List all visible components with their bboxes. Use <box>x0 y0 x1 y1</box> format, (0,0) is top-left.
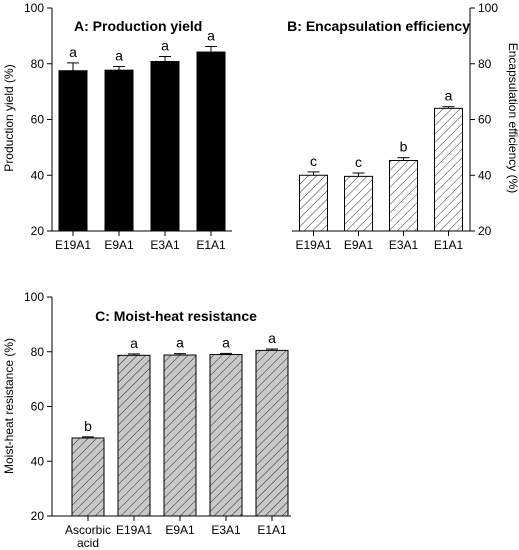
y-tick-label: 60 <box>478 113 492 127</box>
panel-title: B: Encapsulation efficiency <box>287 18 470 34</box>
significance-letter: c <box>310 153 317 169</box>
x-tick-label: E3A1 <box>211 523 241 537</box>
bar <box>150 61 180 232</box>
x-tick-label: E19A1 <box>55 238 91 252</box>
significance-letter: a <box>115 48 123 64</box>
y-axis-title: Production yield (%) <box>2 64 16 171</box>
significance-letter: c <box>355 154 362 170</box>
y-tick-label: 40 <box>478 168 492 182</box>
x-tick-label: E19A1 <box>116 523 152 537</box>
y-tick-label: 40 <box>31 454 45 468</box>
panel-title: A: Production yield <box>74 18 202 34</box>
panel-moist-heat-resistance: C: Moist-heat resistance Moist-heat resi… <box>2 290 291 550</box>
y-tick-label: 20 <box>31 509 45 523</box>
y-tick-label: 60 <box>31 400 45 414</box>
bar <box>255 349 289 517</box>
bar <box>71 437 105 517</box>
x-tick-label: E3A1 <box>150 238 180 252</box>
y-tick-label: 20 <box>478 224 492 238</box>
significance-letter: b <box>84 418 92 434</box>
significance-letter: a <box>161 38 169 54</box>
bar <box>389 159 418 232</box>
x-tick-label: Ascorbic acid <box>65 523 111 550</box>
y-tick-label: 80 <box>31 345 45 359</box>
bar <box>104 69 134 232</box>
bar <box>117 354 151 517</box>
significance-letter: a <box>69 44 77 60</box>
y-tick-label: 100 <box>24 290 44 304</box>
bar <box>299 174 328 232</box>
significance-letter: a <box>445 88 453 104</box>
x-tick-label: E1A1 <box>434 238 464 252</box>
y-axis-title: Moist-heat resistance (%) <box>2 338 16 474</box>
x-tick-label: E3A1 <box>389 238 419 252</box>
y-axis-title: Encapsulation efficiency (%) <box>506 43 519 194</box>
panel-title: C: Moist-heat resistance <box>95 308 257 324</box>
bar <box>163 354 197 517</box>
significance-letter: b <box>400 139 408 155</box>
panel-production-yield: A: Production yield Production yield (%)… <box>2 1 232 252</box>
bar <box>434 107 463 232</box>
significance-letter: a <box>268 330 276 346</box>
y-tick-label: 100 <box>24 1 44 15</box>
y-tick-label: 60 <box>31 113 45 127</box>
bar <box>196 51 226 232</box>
panel-encapsulation-efficiency: B: Encapsulation efficiency Encapsulatio… <box>287 1 519 252</box>
y-tick-label: 20 <box>31 224 45 238</box>
x-tick-label: E9A1 <box>165 523 195 537</box>
x-tick-label: E1A1 <box>196 238 226 252</box>
bar <box>58 70 88 232</box>
x-tick-label: E9A1 <box>104 238 134 252</box>
bar <box>344 175 373 232</box>
y-tick-label: 100 <box>478 1 498 15</box>
significance-letter: a <box>130 335 138 351</box>
bar <box>209 353 243 517</box>
y-tick-label: 40 <box>31 168 45 182</box>
x-tick-label: E19A1 <box>295 238 331 252</box>
significance-letter: a <box>222 334 230 350</box>
significance-letter: a <box>176 335 184 351</box>
x-tick-label: E9A1 <box>344 238 374 252</box>
y-tick-label: 80 <box>31 57 45 71</box>
y-tick-label: 80 <box>478 57 492 71</box>
significance-letter: a <box>207 27 215 43</box>
x-tick-label: E1A1 <box>257 523 287 537</box>
